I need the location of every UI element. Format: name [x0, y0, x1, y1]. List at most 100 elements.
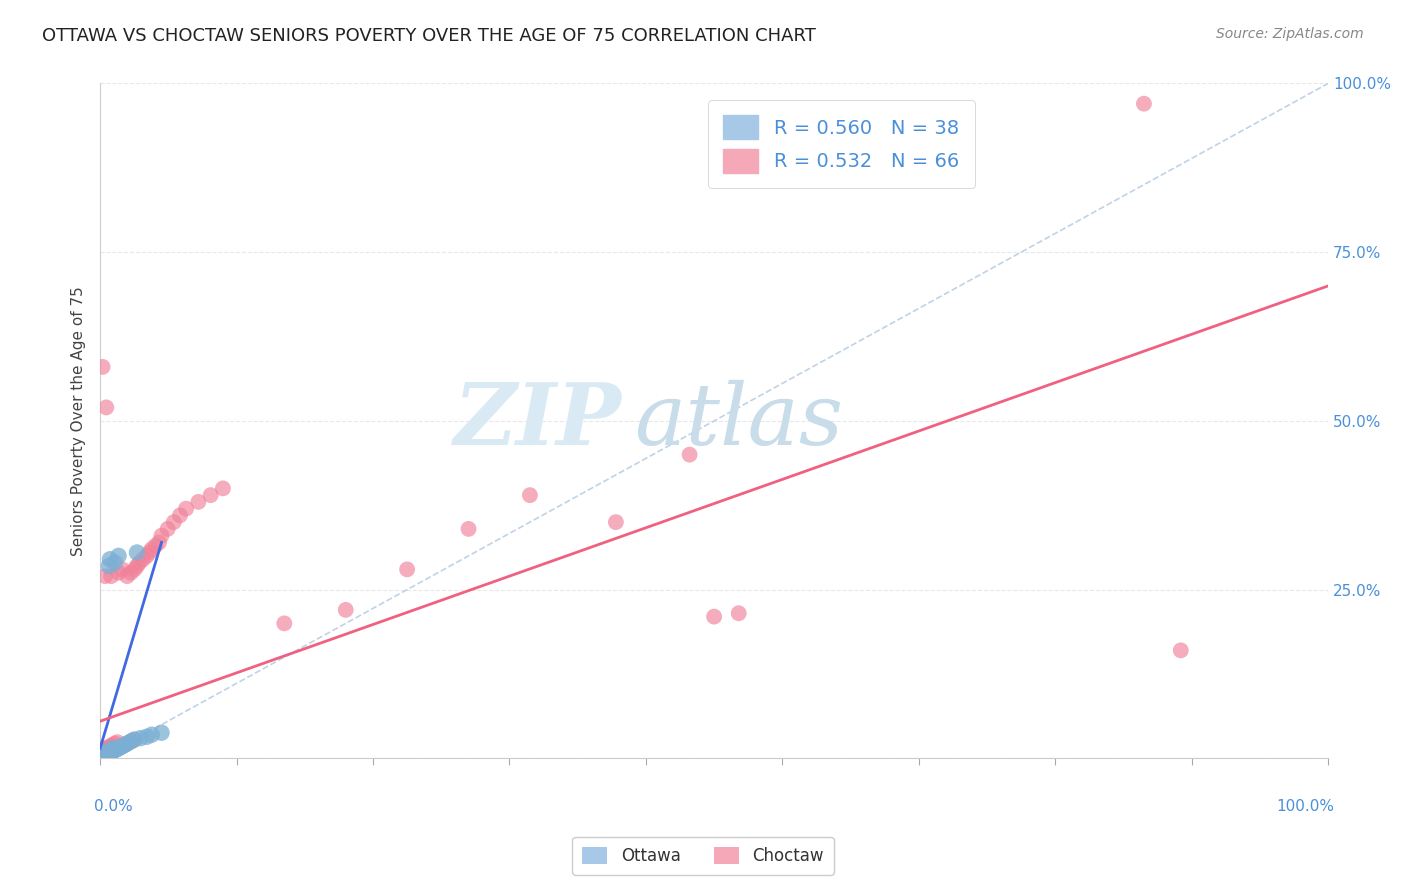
Point — [101, 738, 124, 752]
Point — [112, 739, 135, 753]
Point — [1133, 96, 1156, 111]
Point — [104, 737, 127, 751]
Text: 100.0%: 100.0% — [1277, 799, 1334, 814]
Point — [105, 742, 128, 756]
Point — [96, 742, 118, 756]
Point — [101, 745, 124, 759]
Point — [103, 743, 125, 757]
Point — [91, 749, 114, 764]
Point — [138, 545, 160, 559]
Point — [97, 740, 120, 755]
Point — [129, 731, 152, 745]
Point — [91, 747, 114, 762]
Point — [703, 609, 725, 624]
Point — [114, 738, 136, 752]
Point — [90, 750, 112, 764]
Text: 0.0%: 0.0% — [94, 799, 132, 814]
Point — [103, 743, 125, 757]
Legend: R = 0.560   N = 38, R = 0.532   N = 66: R = 0.560 N = 38, R = 0.532 N = 66 — [707, 100, 974, 188]
Point — [187, 495, 209, 509]
Point — [96, 745, 118, 759]
Point — [90, 750, 112, 764]
Point — [678, 448, 700, 462]
Point — [111, 739, 134, 754]
Point — [107, 549, 129, 563]
Point — [93, 748, 115, 763]
Point — [122, 733, 145, 747]
Point — [145, 539, 167, 553]
Point — [108, 740, 131, 755]
Text: atlas: atlas — [634, 380, 844, 462]
Point — [100, 745, 122, 759]
Point — [91, 750, 114, 764]
Point — [200, 488, 222, 502]
Point — [93, 749, 115, 764]
Point — [120, 734, 142, 748]
Point — [128, 556, 150, 570]
Point — [93, 746, 115, 760]
Point — [94, 747, 117, 762]
Point — [396, 562, 419, 576]
Point — [104, 556, 127, 570]
Point — [105, 742, 128, 756]
Point — [727, 606, 749, 620]
Point — [115, 569, 138, 583]
Point — [105, 742, 128, 756]
Point — [90, 745, 112, 759]
Point — [96, 747, 118, 762]
Point — [150, 528, 173, 542]
Point — [163, 515, 186, 529]
Point — [96, 401, 118, 415]
Point — [121, 733, 143, 747]
Point — [93, 745, 115, 759]
Legend: Ottawa, Choctaw: Ottawa, Choctaw — [572, 837, 834, 875]
Point — [111, 562, 134, 576]
Point — [273, 616, 295, 631]
Point — [125, 545, 148, 559]
Point — [91, 359, 114, 374]
Point — [108, 740, 131, 755]
Point — [98, 745, 121, 759]
Text: Source: ZipAtlas.com: Source: ZipAtlas.com — [1216, 27, 1364, 41]
Point — [89, 750, 111, 764]
Point — [101, 741, 124, 756]
Text: OTTAWA VS CHOCTAW SENIORS POVERTY OVER THE AGE OF 75 CORRELATION CHART: OTTAWA VS CHOCTAW SENIORS POVERTY OVER T… — [42, 27, 815, 45]
Point — [105, 735, 128, 749]
Point — [96, 747, 118, 762]
Point — [93, 741, 115, 756]
Point — [156, 522, 179, 536]
Point — [96, 746, 118, 760]
Point — [120, 566, 142, 580]
Point — [96, 747, 118, 761]
Point — [605, 515, 627, 529]
Point — [125, 559, 148, 574]
Point — [132, 552, 155, 566]
Point — [150, 725, 173, 739]
Point — [135, 730, 157, 744]
Point — [97, 747, 120, 761]
Point — [335, 603, 357, 617]
Point — [519, 488, 541, 502]
Point — [1170, 643, 1192, 657]
Point — [457, 522, 479, 536]
Point — [96, 747, 118, 762]
Point — [94, 569, 117, 583]
Point — [110, 739, 132, 754]
Point — [124, 732, 146, 747]
Point — [94, 748, 117, 763]
Point — [115, 737, 138, 751]
Point — [117, 736, 139, 750]
Point — [96, 743, 118, 757]
Point — [124, 562, 146, 576]
Point — [212, 482, 235, 496]
Point — [98, 739, 121, 754]
Point — [94, 747, 117, 762]
Point — [93, 747, 115, 762]
Point — [100, 569, 122, 583]
Point — [107, 566, 129, 580]
Point — [100, 745, 122, 759]
Point — [148, 535, 170, 549]
Text: ZIP: ZIP — [454, 379, 621, 463]
Point — [98, 746, 121, 760]
Point — [174, 501, 197, 516]
